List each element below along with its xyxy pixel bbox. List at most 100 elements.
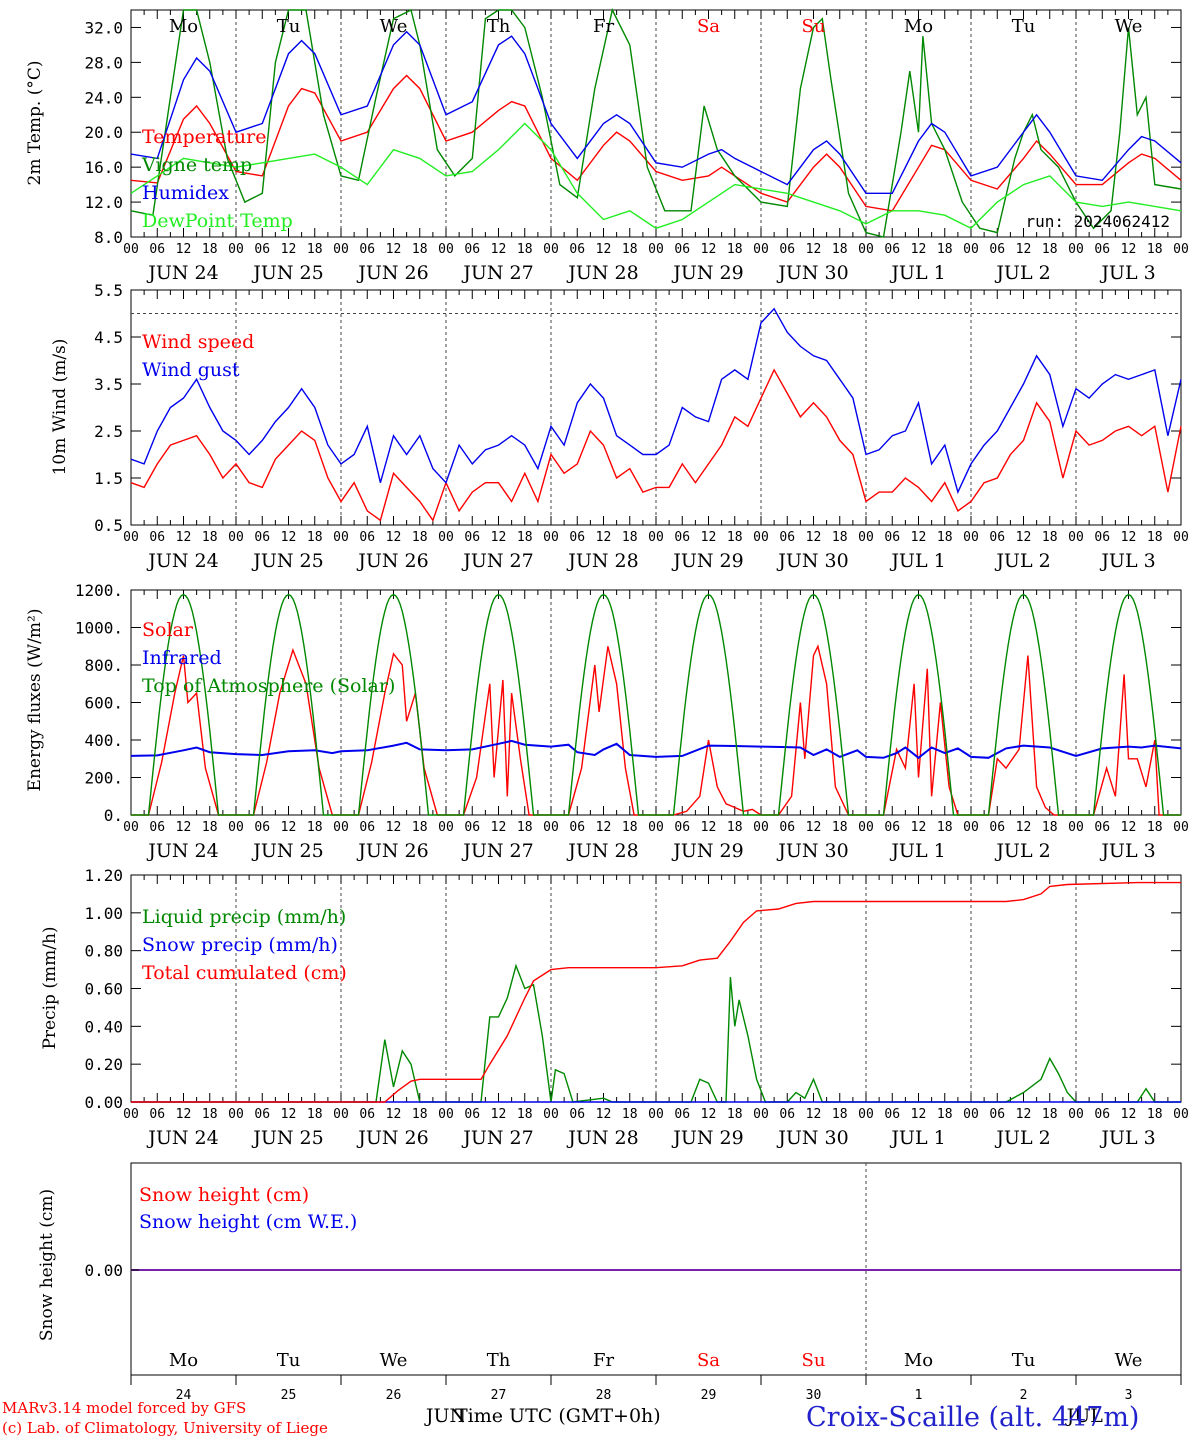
hour-tick-label: 12 [806,242,822,257]
hour-tick-label: 06 [254,530,270,545]
weekday-label: Mo [904,16,933,37]
weekday-label: Tu [1012,16,1036,37]
hour-tick-label: 18 [412,1107,428,1122]
hour-tick-label: 06 [884,242,900,257]
hour-tick-label: 12 [386,530,402,545]
hour-tick-label: 12 [281,242,297,257]
date-label: JUN 24 [146,550,218,572]
y-tick-label: 28.0 [84,53,123,72]
date-label: JUN 27 [461,550,533,572]
hour-tick-label: 12 [176,530,192,545]
hour-tick-label: 00 [438,1107,454,1122]
hour-tick-label: 00 [1173,820,1189,835]
y-tick-label: 32.0 [84,18,123,37]
hour-tick-label: 12 [911,530,927,545]
series-line-temperature [130,74,1182,212]
hour-tick-label: 12 [911,242,927,257]
hour-tick-label: 12 [806,1107,822,1122]
hour-tick-label: 00 [438,242,454,257]
hour-tick-label: 18 [1147,1107,1163,1122]
hour-tick-label: 06 [254,820,270,835]
hour-tick-label: 12 [596,820,612,835]
y-tick-label: 0.00 [84,1261,123,1280]
weekday-label: Fr [593,1350,614,1371]
y-tick-label: 1.5 [94,469,123,488]
hour-tick-label: 12 [281,1107,297,1122]
hour-tick-label: 06 [569,1107,585,1122]
hour-tick-label: 12 [176,820,192,835]
y-tick-label: 3.5 [94,375,123,394]
hour-tick-label: 12 [1016,242,1032,257]
hour-tick-label: 06 [779,820,795,835]
weekday-label: We [380,1350,408,1371]
weekday-label: Su [802,16,826,37]
hour-tick-label: 00 [858,242,874,257]
hour-tick-label: 00 [753,820,769,835]
hour-tick-label: 18 [307,530,323,545]
y-axis-title: 10m Wind (m/s) [50,339,70,476]
hour-tick-label: 00 [228,820,244,835]
day-number: 26 [386,1388,402,1403]
date-label: JUN 27 [461,1127,533,1149]
hour-tick-label: 00 [963,1107,979,1122]
hour-tick-label: 06 [359,530,375,545]
y-tick-label: 600. [84,694,123,713]
hour-tick-label: 06 [989,530,1005,545]
hour-tick-label: 00 [228,1107,244,1122]
hour-tick-label: 12 [281,820,297,835]
y-axis-title: Precip (mm/h) [40,926,60,1049]
y-axis-title: 2m Temp. (°C) [25,60,45,185]
hour-tick-label: 18 [937,242,953,257]
series-line-humidex [130,30,1182,194]
hour-tick-label: 18 [412,530,428,545]
y-tick-label: 0.60 [84,980,123,999]
date-label: JUN 26 [356,1127,428,1149]
hour-tick-label: 06 [884,1107,900,1122]
hour-tick-label: 06 [674,820,690,835]
day-number: 25 [281,1388,297,1403]
hour-tick-label: 00 [1068,1107,1084,1122]
hour-tick-label: 00 [963,820,979,835]
legend-humidex: Humidex [142,182,229,204]
hour-tick-label: 06 [149,530,165,545]
hour-tick-label: 18 [202,820,218,835]
series-line-top-of-atmosphere-solar- [131,593,1181,816]
series-line-infrared [130,739,1182,760]
date-label: JUN 26 [356,262,428,284]
hour-tick-label: 12 [1016,820,1032,835]
hour-tick-label: 18 [622,242,638,257]
month-label: JUN [424,1405,466,1427]
day-number: 3 [1125,1388,1133,1403]
series-line-wind-gust [130,307,1182,495]
hour-tick-label: 00 [1068,530,1084,545]
hour-tick-label: 00 [1068,242,1084,257]
hour-tick-label: 00 [753,242,769,257]
hour-tick-label: 18 [1042,820,1058,835]
date-label: JUL 1 [889,262,945,284]
date-label: JUN 25 [251,262,323,284]
date-label: JUN 29 [671,840,743,862]
date-label: JUL 2 [994,1127,1050,1149]
run-label: run: 2024062412 [1026,212,1171,231]
day-number: 29 [701,1388,717,1403]
date-label: JUN 24 [146,262,218,284]
hour-tick-label: 06 [464,820,480,835]
hour-tick-label: 00 [123,530,139,545]
date-label: JUN 27 [461,262,533,284]
weekday-label: We [380,16,408,37]
hour-tick-label: 18 [412,820,428,835]
hour-tick-label: 18 [1147,530,1163,545]
date-label: JUL 3 [1099,262,1155,284]
y-tick-label: 800. [84,656,123,675]
date-label: JUL 2 [994,840,1050,862]
hour-tick-label: 18 [622,530,638,545]
y-tick-label: 0.40 [84,1017,123,1036]
hour-tick-label: 00 [648,242,664,257]
hour-tick-label: 00 [648,1107,664,1122]
hour-tick-label: 12 [281,530,297,545]
hour-tick-label: 06 [464,1107,480,1122]
hour-tick-label: 12 [491,820,507,835]
hour-tick-label: 18 [1147,242,1163,257]
hour-tick-label: 12 [806,530,822,545]
date-label: JUL 3 [1099,550,1155,572]
